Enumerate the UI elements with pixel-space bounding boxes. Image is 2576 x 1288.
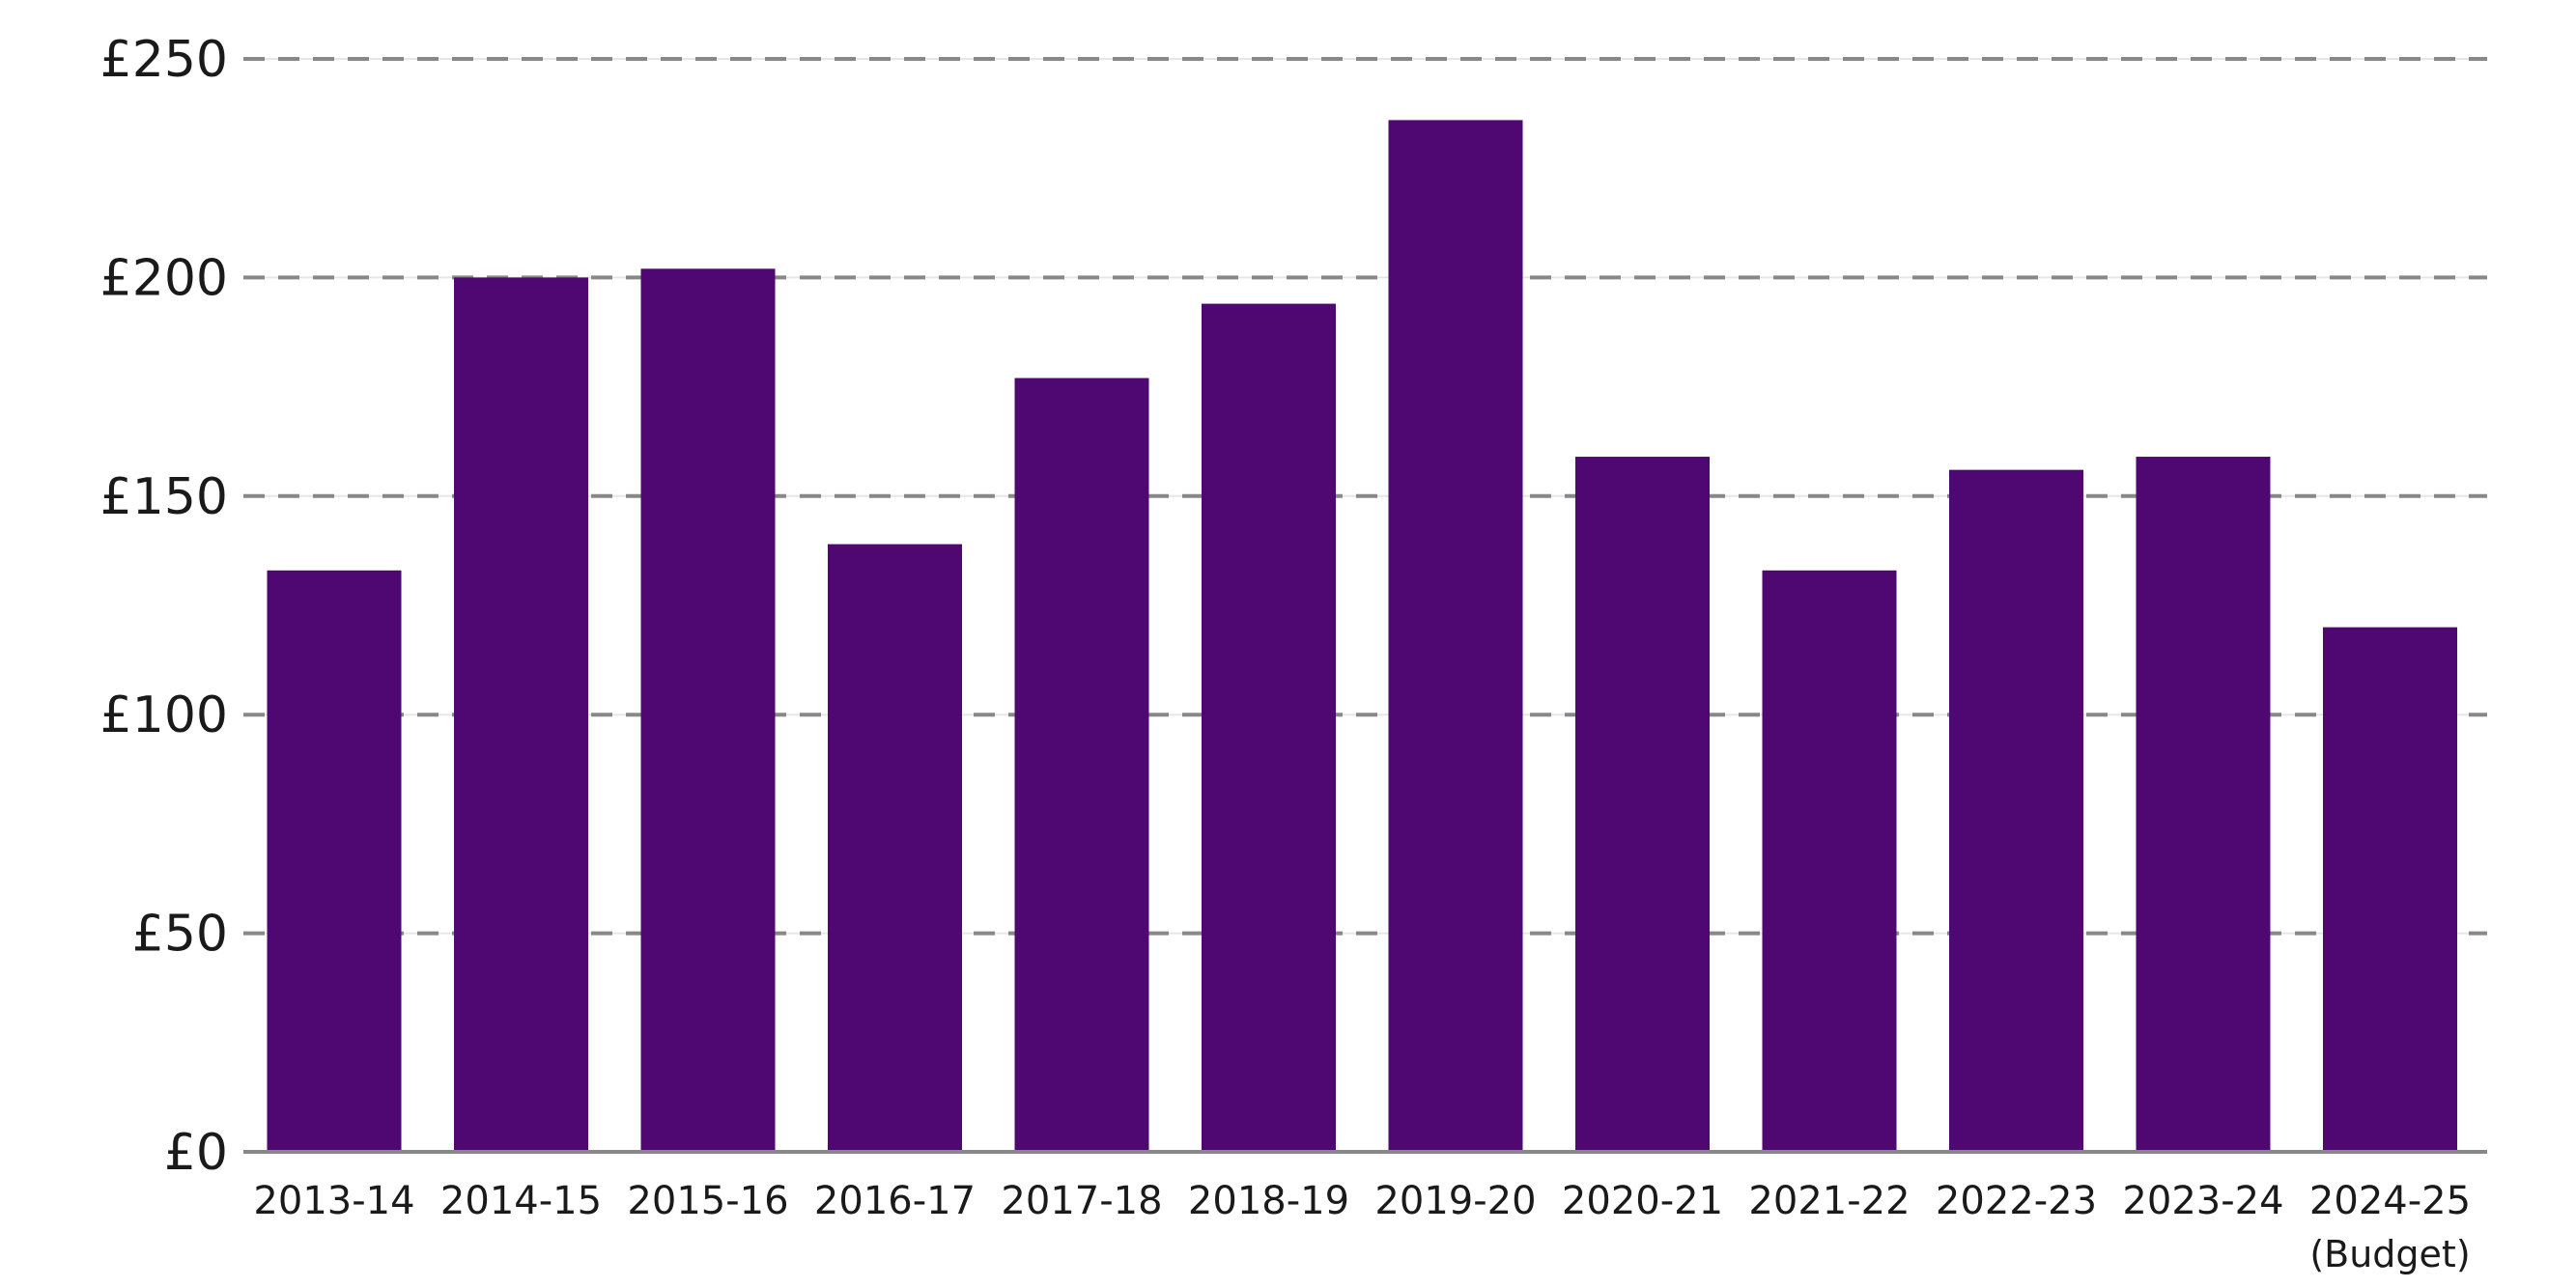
bar <box>454 277 588 1152</box>
y-tick-label: £250 <box>100 31 228 89</box>
x-tick-label: 2019-20 <box>1374 1179 1536 1223</box>
bar <box>2136 457 2271 1153</box>
x-tick-label: 2018-19 <box>1188 1179 1349 1223</box>
y-tick-label: £150 <box>100 468 228 526</box>
bar <box>1014 378 1149 1152</box>
x-tick-sublabel: (Budget) <box>2309 1233 2470 1275</box>
x-tick-label: 2014-15 <box>440 1179 602 1223</box>
x-tick-label: 2022-23 <box>1936 1179 2097 1223</box>
y-tick-label: £100 <box>100 686 228 744</box>
x-tick-label: 2024-25 <box>2309 1179 2471 1223</box>
y-axis-tick-labels: £0 £50 £100 £150 £200 £250 <box>100 31 228 1182</box>
x-tick-label: 2023-24 <box>2122 1179 2283 1223</box>
bar <box>828 544 962 1152</box>
bar <box>1762 570 1897 1152</box>
x-tick-label: 2021-22 <box>1748 1179 1910 1223</box>
bars <box>267 120 2457 1153</box>
y-tick-label: £0 <box>164 1124 228 1182</box>
x-axis-tick-labels: 2013-14 2014-15 2015-16 2016-17 2017-18 2018-… <box>253 1179 2471 1275</box>
x-tick-label: 2013-14 <box>253 1179 414 1223</box>
bar <box>2323 627 2457 1152</box>
y-tick-label: £200 <box>100 249 228 307</box>
bar <box>1388 120 1523 1153</box>
bar <box>1575 457 1710 1153</box>
x-tick-label: 2017-18 <box>1001 1179 1162 1223</box>
x-tick-label: 2020-21 <box>1562 1179 1723 1223</box>
bar <box>1202 303 1336 1152</box>
bar <box>267 570 402 1152</box>
bar <box>640 268 776 1152</box>
y-tick-label: £50 <box>132 906 228 964</box>
bar <box>1949 469 2083 1153</box>
gridlines <box>243 57 2487 936</box>
x-tick-label: 2015-16 <box>627 1179 788 1223</box>
x-tick-label: 2016-17 <box>814 1179 976 1223</box>
